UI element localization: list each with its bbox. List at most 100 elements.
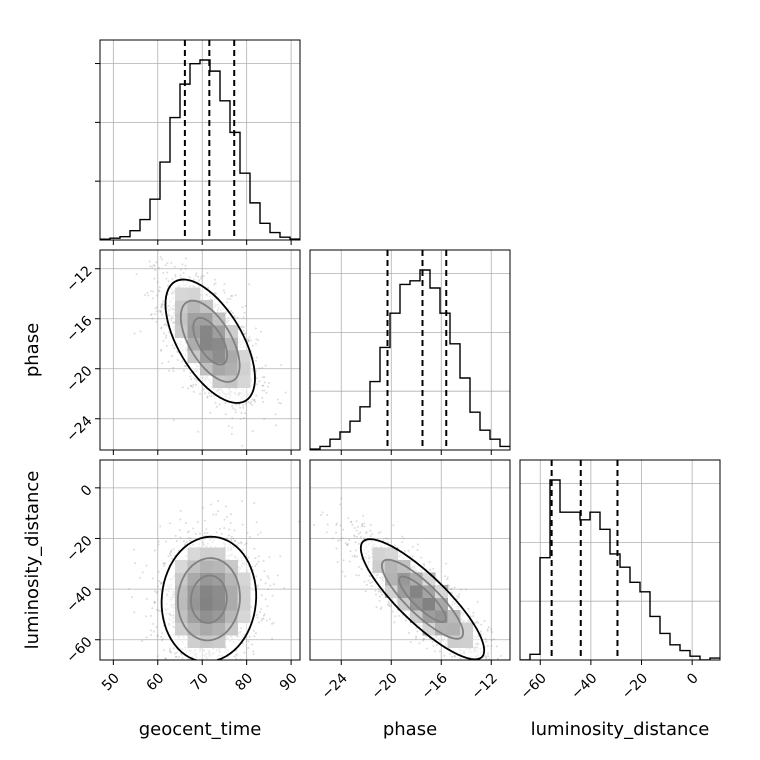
sample-point: [158, 661, 160, 663]
sample-point: [155, 320, 158, 323]
sample-point: [157, 609, 160, 612]
sample-point: [463, 663, 465, 665]
sample-point: [185, 541, 188, 544]
sample-point: [242, 316, 245, 319]
sample-point: [156, 634, 159, 637]
sample-point: [253, 635, 256, 638]
sample-point: [263, 570, 266, 573]
sample-point: [258, 611, 261, 614]
sample-point: [262, 617, 265, 620]
sample-point: [247, 640, 250, 643]
sample-point: [217, 499, 220, 502]
sample-point: [251, 344, 254, 347]
sample-point: [241, 523, 244, 526]
sample-point: [159, 525, 162, 528]
sample-point: [154, 313, 157, 316]
sample-point: [347, 542, 350, 545]
sample-point: [222, 289, 225, 292]
sample-point: [158, 580, 161, 583]
sample-point: [422, 562, 425, 565]
sample-point: [230, 294, 233, 297]
sample-point: [387, 600, 390, 603]
sample-point: [218, 403, 221, 406]
sample-point: [379, 591, 382, 594]
sample-point: [162, 562, 165, 565]
sample-point: [151, 265, 154, 268]
sample-point: [393, 621, 396, 624]
sample-point: [304, 526, 306, 528]
contour-line: [359, 538, 486, 660]
sample-point: [194, 533, 197, 536]
sample-point: [496, 663, 498, 665]
sample-point: [260, 617, 263, 620]
sample-point: [184, 264, 187, 267]
sample-point: [255, 563, 258, 566]
sample-point: [139, 330, 142, 333]
sample-point: [156, 655, 159, 658]
sample-point: [351, 555, 354, 557]
sample-point: [186, 531, 189, 534]
sample-point: [255, 614, 258, 617]
sample-point: [228, 528, 231, 531]
sample-point: [201, 665, 203, 667]
sample-point: [240, 542, 243, 545]
sample-point: [240, 500, 243, 503]
sample-point: [202, 274, 205, 277]
sample-point: [173, 652, 176, 655]
sample-point: [200, 661, 202, 663]
sample-point: [371, 580, 374, 583]
sample-point: [357, 532, 360, 535]
sample-point: [481, 662, 483, 664]
sample-point: [162, 300, 165, 303]
sample-point: [162, 339, 165, 342]
sample-point: [155, 261, 158, 264]
sample-point: [168, 552, 171, 555]
sample-point: [187, 387, 190, 390]
sample-point: [155, 306, 158, 309]
sample-point: [342, 528, 345, 531]
sample-point: [265, 619, 268, 622]
sample-point: [191, 385, 194, 388]
sample-point: [261, 389, 264, 392]
sample-point: [177, 655, 180, 658]
sample-point: [455, 666, 457, 668]
sample-point: [214, 282, 217, 285]
sample-point: [133, 332, 136, 335]
sample-point: [263, 613, 266, 616]
sample-point: [248, 283, 251, 286]
sample-point: [486, 652, 489, 655]
sample-point: [253, 398, 256, 401]
sample-point: [193, 278, 196, 281]
sample-point: [240, 326, 243, 329]
sample-point: [194, 274, 197, 277]
sample-point: [254, 327, 257, 330]
sample-point: [379, 531, 382, 534]
sample-point: [162, 272, 165, 275]
sample-point: [222, 668, 224, 670]
sample-point: [360, 525, 363, 528]
sample-point: [242, 325, 245, 328]
histogram-geocent_time: [100, 40, 300, 240]
histogram-luminosity_distance: [520, 460, 720, 660]
sample-point: [184, 521, 187, 524]
sample-point: [353, 535, 356, 538]
sample-point: [231, 294, 234, 297]
sample-point: [256, 383, 259, 386]
sample-point: [234, 539, 237, 542]
sample-point: [184, 257, 187, 260]
sample-point: [326, 513, 329, 516]
sample-point: [472, 615, 475, 618]
sample-point: [190, 384, 193, 387]
sample-point: [249, 708, 251, 710]
sample-point: [213, 711, 215, 713]
sample-point: [392, 524, 395, 527]
sample-point: [254, 400, 257, 403]
sample-point: [225, 505, 228, 508]
sample-point: [164, 264, 167, 267]
sample-point: [234, 667, 236, 669]
sample-point: [268, 618, 271, 621]
sample-point: [423, 564, 426, 567]
sample-point: [243, 417, 246, 420]
sample-point: [180, 653, 183, 656]
sample-point: [157, 543, 160, 546]
